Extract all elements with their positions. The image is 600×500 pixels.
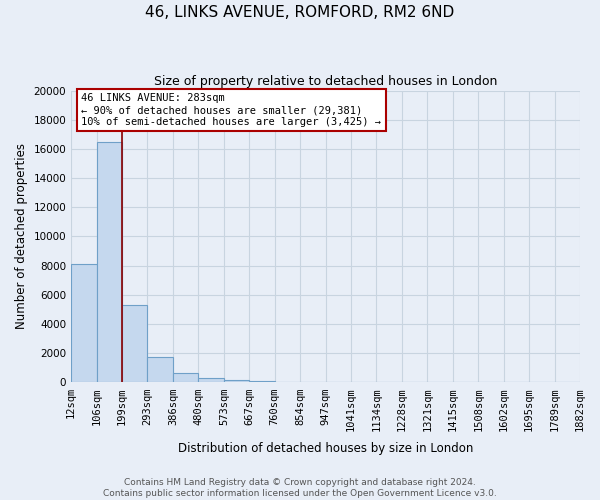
Bar xyxy=(71,264,97,382)
Bar xyxy=(148,357,173,382)
Title: Size of property relative to detached houses in London: Size of property relative to detached ho… xyxy=(154,75,497,88)
Text: 46 LINKS AVENUE: 283sqm
← 90% of detached houses are smaller (29,381)
10% of sem: 46 LINKS AVENUE: 283sqm ← 90% of detache… xyxy=(82,94,382,126)
Bar xyxy=(173,373,199,382)
Text: 46, LINKS AVENUE, ROMFORD, RM2 6ND: 46, LINKS AVENUE, ROMFORD, RM2 6ND xyxy=(145,5,455,20)
Bar xyxy=(199,378,224,382)
X-axis label: Distribution of detached houses by size in London: Distribution of detached houses by size … xyxy=(178,442,473,455)
Y-axis label: Number of detached properties: Number of detached properties xyxy=(15,144,28,330)
Bar xyxy=(249,380,275,382)
Bar xyxy=(97,142,122,382)
Bar xyxy=(122,305,148,382)
Bar xyxy=(224,380,249,382)
Text: Contains HM Land Registry data © Crown copyright and database right 2024.
Contai: Contains HM Land Registry data © Crown c… xyxy=(103,478,497,498)
